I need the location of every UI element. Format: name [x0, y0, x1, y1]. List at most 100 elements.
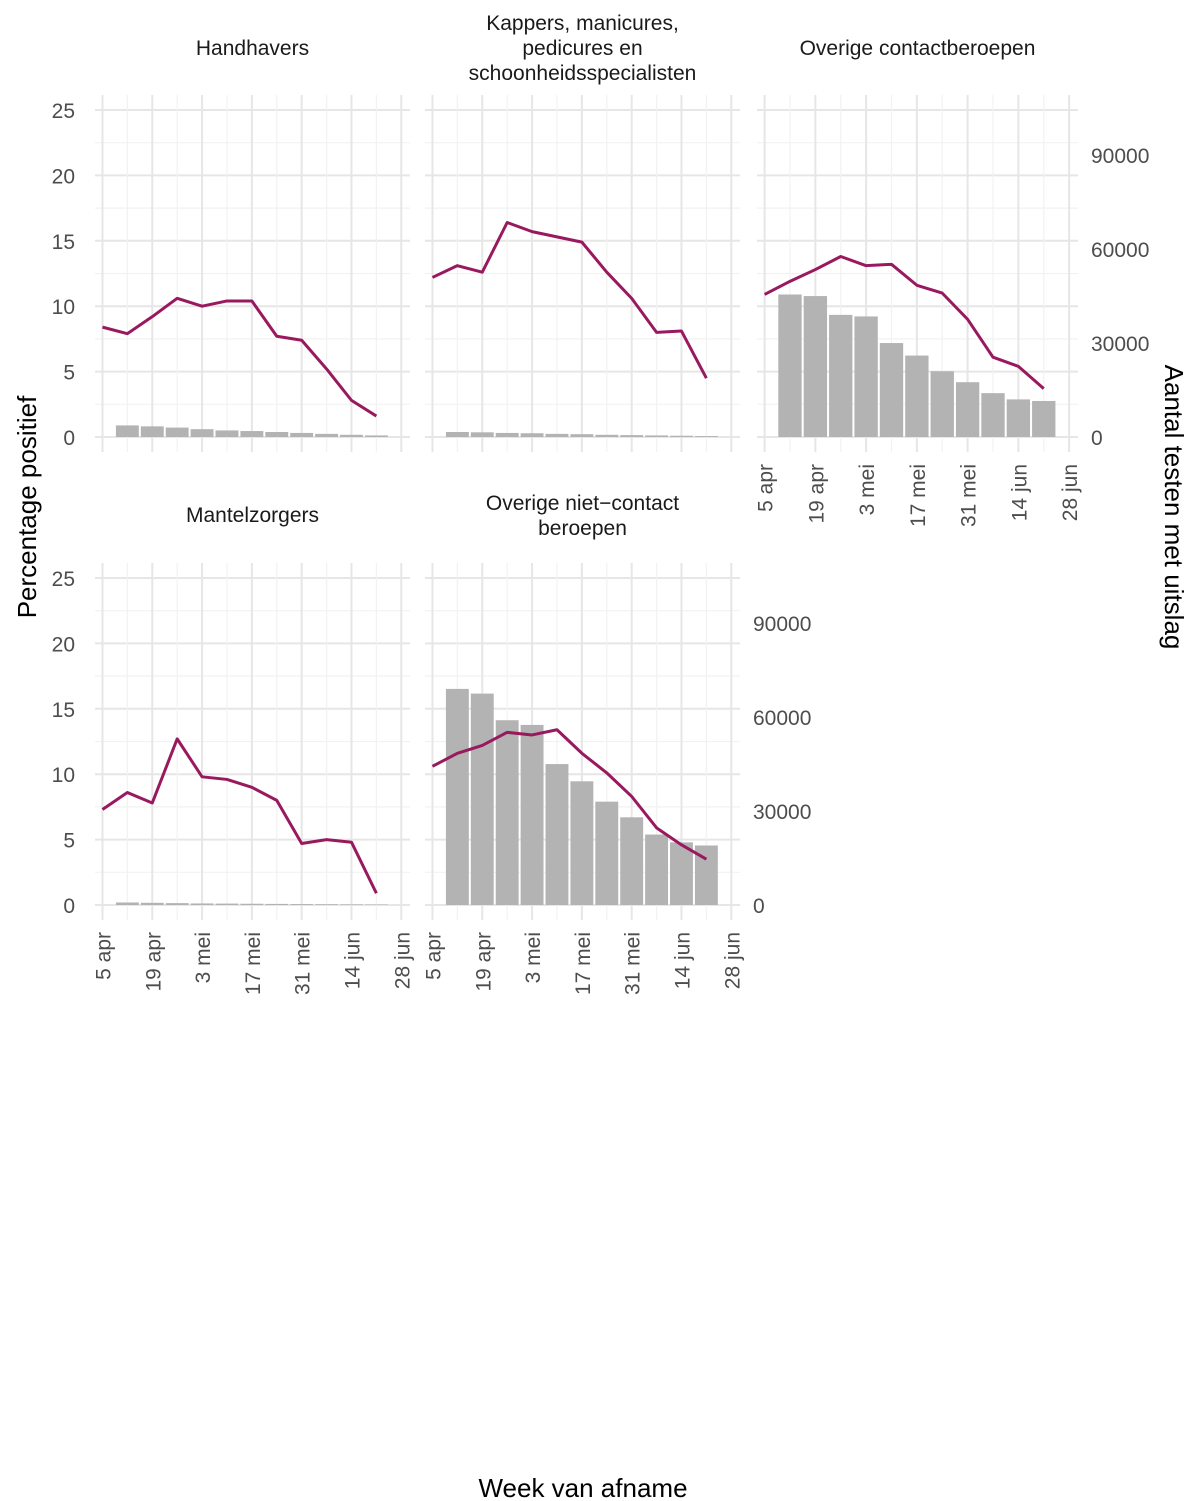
bar	[340, 434, 363, 437]
x-tick-label: 17 mei	[572, 932, 595, 995]
bar	[470, 693, 494, 905]
bar	[190, 903, 214, 905]
bar	[645, 834, 669, 905]
bar	[315, 433, 339, 437]
bar	[520, 433, 544, 437]
y-tick-label: 10	[52, 296, 75, 319]
line-series	[431, 728, 708, 861]
x-tick-label: 31 mei	[958, 464, 981, 527]
facet-panel: Handhavers 0 5 10 15 20 25	[52, 37, 410, 452]
panels-layer: Handhavers 0 5 10 15 20 25 Kappers, manicures,p…	[52, 12, 1150, 995]
panel-title: Kappers, manicures,	[486, 12, 679, 35]
bar	[545, 764, 569, 905]
bar	[803, 296, 828, 437]
bar	[694, 436, 718, 437]
y2-tick-label: 0	[1091, 427, 1103, 450]
y2-tick-label: 90000	[753, 613, 811, 636]
x-tick-label: 17 mei	[242, 932, 265, 995]
panel-title: beroepen	[538, 517, 627, 540]
bar	[140, 426, 164, 437]
y-tick-label: 5	[63, 830, 75, 853]
bar	[570, 781, 594, 905]
y-tick-label: 25	[52, 100, 75, 123]
bar	[495, 720, 519, 905]
bar	[545, 433, 569, 437]
y-tick-label: 0	[63, 427, 75, 450]
x-axis-title: Week van afname	[478, 1473, 687, 1501]
x-tick-label: 5 apr	[422, 932, 445, 980]
bar	[670, 435, 693, 437]
y2-tick-label: 60000	[753, 707, 811, 730]
y2-tick-label: 30000	[1091, 333, 1149, 356]
y-axis-title: Percentage positief	[12, 395, 42, 618]
panel-title: Overige contactberoepen	[800, 37, 1036, 60]
bar	[115, 425, 139, 437]
bar	[495, 432, 519, 437]
x-tick-label: 3 mei	[856, 464, 879, 515]
bar	[265, 903, 289, 905]
bar	[620, 817, 644, 905]
y-tick-label: 10	[52, 764, 75, 787]
bar	[165, 903, 189, 905]
bar	[265, 431, 289, 437]
x-tick-label: 17 mei	[907, 464, 930, 527]
y2-tick-label: 0	[753, 895, 765, 918]
line-series	[431, 220, 708, 379]
x-tick-label: 3 mei	[192, 932, 215, 983]
x-tick-label: 28 jun	[391, 932, 414, 989]
x-tick-label: 14 jun	[671, 932, 694, 989]
y2-tick-label: 60000	[1091, 239, 1149, 262]
x-tick-label: 19 apr	[142, 932, 165, 992]
facet-panel: Overige niet−contactberoepen 0 30000 60000 9…	[422, 492, 811, 995]
y-tick-label: 5	[63, 362, 75, 385]
y2-tick-label: 30000	[753, 801, 811, 824]
bar	[645, 435, 669, 437]
bar	[670, 842, 693, 905]
facet-panel: Kappers, manicures,pedicures enschoonhei…	[425, 12, 740, 452]
line-series	[101, 737, 378, 894]
x-tick-label: 14 jun	[341, 932, 364, 989]
x-tick-label: 31 mei	[622, 932, 645, 995]
y-tick-label: 25	[52, 568, 75, 591]
y-tick-label: 15	[52, 231, 75, 254]
panel-title: schoonheidsspecialisten	[469, 62, 697, 85]
y-tick-label: 0	[63, 895, 75, 918]
x-tick-label: 28 jun	[721, 932, 744, 989]
y-tick-label: 20	[52, 165, 75, 188]
line-series	[763, 254, 1045, 390]
panel-title: Overige niet−contact	[486, 492, 679, 515]
bar	[290, 432, 314, 437]
bar	[829, 314, 853, 437]
bar	[854, 316, 878, 437]
facet-panel: Mantelzorgers 0 5 10 15 20 25 5 apr 19 apr 3 mei 1…	[52, 504, 415, 995]
bar	[955, 382, 980, 437]
bar	[140, 902, 164, 905]
bar	[315, 904, 339, 905]
bar	[290, 904, 314, 905]
bar	[1006, 399, 1031, 437]
bar	[215, 903, 239, 905]
bar	[595, 434, 619, 437]
bar	[340, 904, 363, 905]
bar	[778, 294, 802, 437]
x-tick-label: 31 mei	[292, 932, 315, 995]
bar	[215, 430, 239, 437]
x-tick-label: 14 jun	[1008, 464, 1031, 521]
panel-title: Mantelzorgers	[186, 504, 319, 527]
bar	[240, 431, 264, 437]
bar	[445, 431, 469, 437]
y2-tick-label: 90000	[1091, 145, 1149, 168]
bar	[364, 435, 388, 437]
bar	[620, 435, 644, 437]
y-tick-label: 20	[52, 633, 75, 656]
x-tick-label: 19 apr	[805, 464, 828, 524]
bar	[240, 903, 264, 905]
bar	[879, 343, 904, 437]
bar	[981, 393, 1005, 437]
y-tick-label: 15	[52, 699, 75, 722]
y2-axis-title: Aantal testen met uitslag	[1159, 365, 1189, 650]
bar	[595, 801, 619, 905]
x-tick-label: 28 jun	[1059, 464, 1082, 521]
facet-panel: Overige contactberoepen 0 30000 60000 90000 5…	[755, 37, 1150, 527]
bar	[930, 371, 954, 437]
